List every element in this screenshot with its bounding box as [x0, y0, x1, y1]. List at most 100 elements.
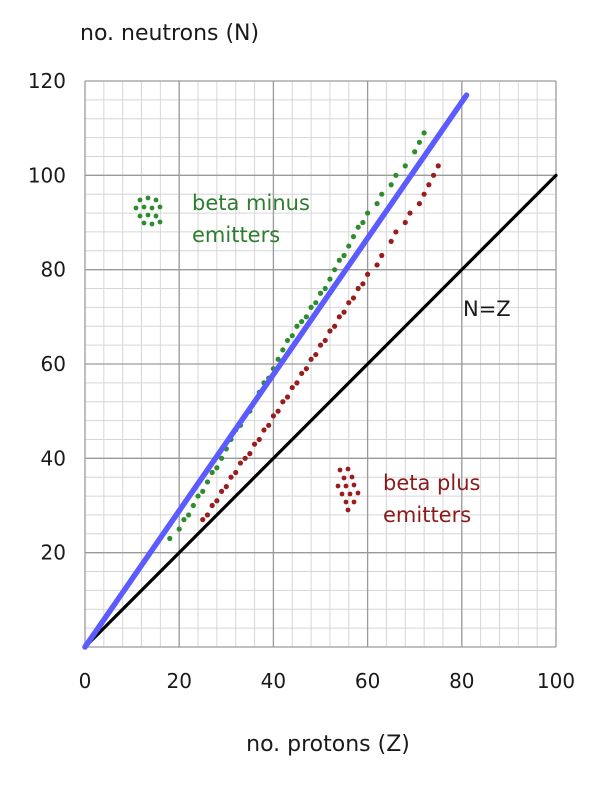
- beta-minus-point: [308, 304, 314, 310]
- beta-plus-point: [299, 370, 305, 377]
- beta-plus-point: [407, 210, 413, 216]
- beta-minus-point: [218, 455, 225, 461]
- beta-minus-point: [275, 356, 281, 362]
- beta-minus-point: [421, 130, 427, 136]
- x-tick-label: 0: [79, 669, 92, 693]
- legend-dot: [351, 482, 357, 488]
- y-tick-label: 120: [28, 69, 66, 93]
- beta-minus-label-line1: beta minus: [192, 191, 310, 215]
- legend-dot: [339, 491, 345, 497]
- beta-minus-point: [365, 210, 371, 216]
- beta-plus-legend-icon: [335, 466, 361, 513]
- legend-dot: [141, 220, 147, 226]
- beta-plus-point: [346, 300, 352, 306]
- legend-dot: [137, 213, 143, 219]
- beta-minus-point: [303, 314, 309, 320]
- legend-dot: [149, 205, 155, 211]
- beta-minus-point: [341, 252, 347, 259]
- reference-lines: [82, 92, 558, 650]
- beta-minus-point: [284, 337, 291, 344]
- beta-minus-point: [416, 139, 423, 145]
- beta-minus-point: [200, 488, 206, 494]
- beta-plus-point: [266, 422, 272, 428]
- x-tick-label: 40: [261, 669, 286, 693]
- beta-plus-point: [435, 163, 441, 169]
- beta-minus-point: [379, 191, 385, 197]
- legend-dot: [145, 195, 151, 201]
- beta-plus-point: [247, 451, 253, 457]
- beta-minus-point: [360, 219, 366, 226]
- beta-minus-point: [336, 257, 342, 263]
- beta-plus-point: [327, 328, 333, 334]
- beta-plus-point: [393, 229, 399, 235]
- legend-dot: [337, 467, 343, 473]
- legend-dot: [343, 499, 349, 505]
- beta-minus-point: [388, 182, 394, 188]
- y-tick-label: 100: [28, 163, 66, 187]
- beta-plus-point: [251, 441, 258, 447]
- beta-plus-point: [218, 488, 225, 494]
- beta-plus-point: [426, 182, 432, 188]
- beta-minus-point: [299, 318, 305, 325]
- beta-plus-point: [223, 484, 229, 490]
- legend-dot: [145, 212, 151, 218]
- beta-plus-point: [430, 172, 437, 178]
- x-tick-label: 80: [449, 669, 474, 693]
- beta-minus-point: [322, 285, 328, 292]
- beta-plus-point: [303, 366, 309, 372]
- x-tick-label: 60: [355, 669, 380, 693]
- beta-minus-point: [412, 149, 418, 155]
- beta-minus-point: [204, 479, 211, 485]
- beta-plus-point: [350, 295, 357, 301]
- beta-minus-point: [280, 347, 286, 353]
- beta-minus-point: [313, 300, 319, 306]
- beta-plus-point: [308, 356, 314, 362]
- y-tick-label: 60: [41, 352, 66, 376]
- beta-minus-point: [289, 333, 295, 339]
- beta-minus-point: [355, 224, 361, 230]
- beta-minus-point: [209, 469, 215, 476]
- beta-minus-point: [346, 243, 352, 249]
- beta-plus-point: [388, 238, 394, 244]
- data-points: [167, 130, 441, 542]
- beta-plus-point: [204, 512, 211, 518]
- beta-plus-point: [336, 314, 342, 320]
- beta-plus-point: [374, 262, 380, 268]
- beta-minus-point: [402, 163, 408, 169]
- beta-minus-point: [176, 526, 182, 532]
- y-tick-label: 80: [41, 258, 66, 282]
- beta-minus-point: [190, 502, 196, 509]
- beta-plus-point: [237, 460, 244, 466]
- beta-plus-point: [284, 394, 291, 400]
- legend-dot: [137, 197, 143, 203]
- legend-dot: [345, 507, 351, 513]
- beta-plus-point: [275, 408, 281, 414]
- beta-minus-point: [374, 201, 380, 207]
- legend-dot: [157, 219, 163, 225]
- beta-minus-label-line2: emitters: [192, 223, 280, 247]
- beta-minus-point: [195, 493, 201, 499]
- beta-minus-point: [294, 323, 300, 329]
- beta-plus-point: [322, 337, 328, 344]
- n-equals-z-label: N=Z: [463, 297, 511, 321]
- beta-plus-point: [355, 285, 361, 292]
- n-equals-z-line: [83, 173, 558, 649]
- beta-plus-point: [233, 469, 239, 476]
- beta-plus-point: [421, 191, 427, 197]
- legend-dot: [351, 499, 357, 505]
- beta-plus-point: [214, 498, 220, 504]
- legend-dot: [355, 490, 361, 496]
- beta-plus-point: [289, 384, 295, 391]
- x-tick-label: 100: [537, 669, 575, 693]
- legend-dot: [349, 474, 355, 480]
- beta-plus-point: [402, 219, 408, 226]
- beta-minus-point: [186, 512, 192, 518]
- beta-plus-point: [379, 252, 385, 259]
- legend-dot: [153, 213, 159, 219]
- beta-plus-point: [365, 271, 371, 277]
- stability-line: [82, 92, 470, 650]
- beta-minus-point: [350, 234, 357, 240]
- y-tick-label: 20: [41, 541, 66, 565]
- beta-plus-point: [228, 474, 234, 480]
